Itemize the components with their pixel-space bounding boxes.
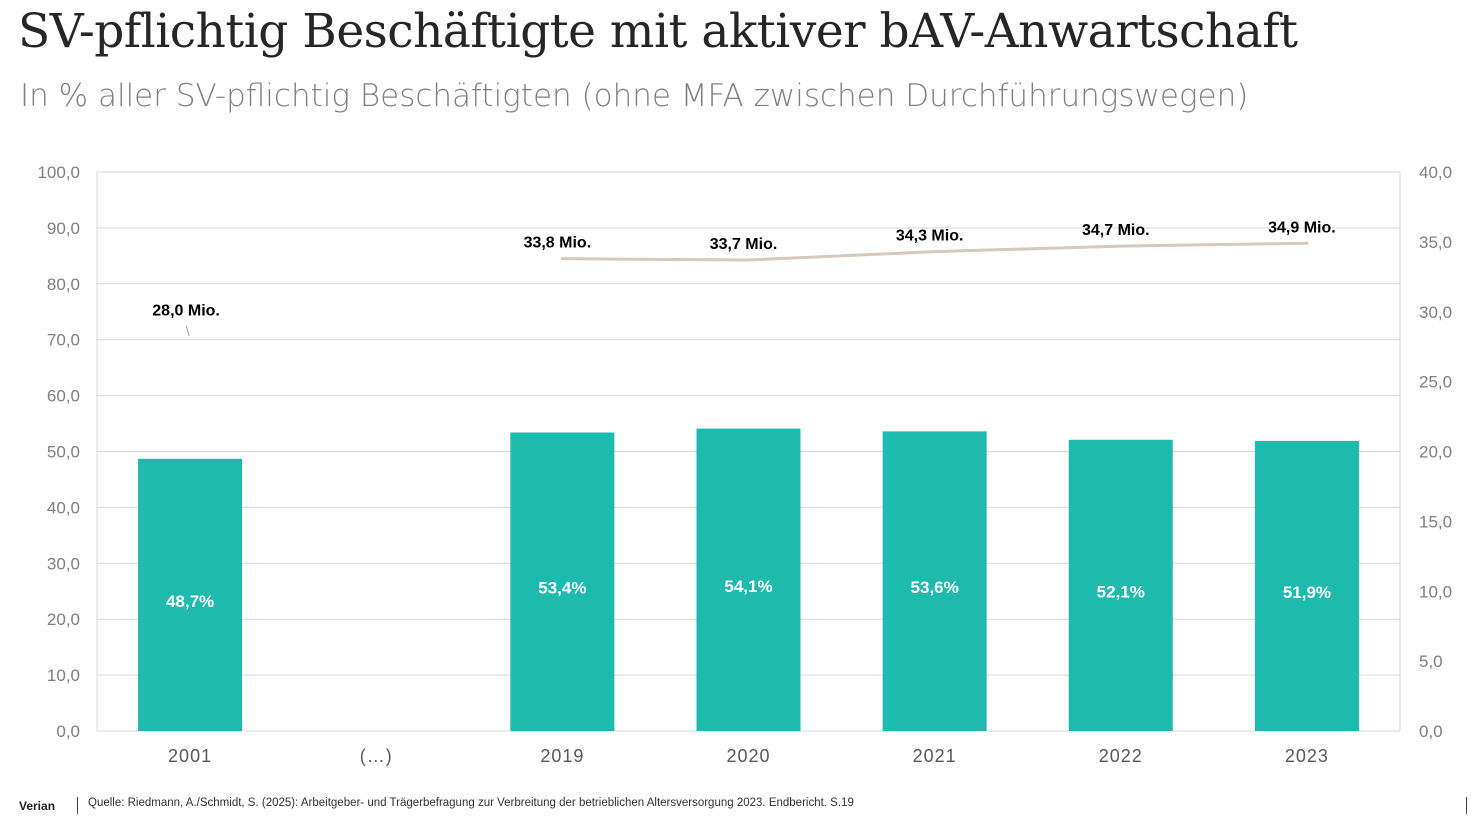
y-left-tick-label: 80,0 (47, 275, 80, 294)
bar (1254, 440, 1359, 731)
y-left-tick-label: 30,0 (47, 554, 80, 573)
y-right-tick-label: 15,0 (1419, 512, 1452, 531)
y-right-tick-label: 10,0 (1419, 582, 1452, 601)
y-left-tick-label: 90,0 (47, 219, 80, 238)
bar-data-label: 53,6% (911, 578, 959, 597)
line-data-label: 33,7 Mio. (710, 236, 778, 253)
bar-line-chart: 0,0 10,0 20,0 30,0 40,0 50,0 60,0 70,0 80,0 90,0 1… (37, 163, 1452, 766)
y-left-tick-label: 70,0 (47, 331, 80, 350)
x-tick-label: (…) (360, 746, 393, 766)
y-right-tick-label: 40,0 (1419, 163, 1452, 182)
bar (1068, 439, 1173, 731)
y-left-tick-label: 20,0 (47, 610, 80, 629)
bar (138, 458, 243, 731)
chart-subtitle: In % aller SV-pflichtig Beschäftigten (o… (20, 78, 1249, 114)
y-right-tick-label: 25,0 (1419, 373, 1452, 392)
footer-end-divider (1466, 797, 1467, 814)
y-right-tick-label: 5,0 (1419, 652, 1443, 671)
y-left-tick-label: 10,0 (47, 666, 80, 685)
y-left-tick-label: 50,0 (47, 443, 80, 462)
bar-data-label: 53,4% (538, 579, 586, 598)
x-tick-label: 2023 (1285, 746, 1329, 766)
x-tick-label: 2022 (1099, 746, 1143, 766)
source-note: Quelle: Riedmann, A./Schmidt, S. (2025):… (88, 797, 854, 809)
chart-title: SV-pflichtig Beschäftigte mit aktiver bA… (18, 4, 1298, 59)
bar (882, 431, 987, 731)
x-tick-label: 2019 (540, 746, 584, 766)
bar-data-label: 54,1% (724, 577, 772, 596)
footer-divider (77, 797, 78, 814)
brand-logo-text: Verian (19, 799, 56, 813)
line-series (560, 241, 1309, 262)
line-data-label: 28,0 Mio. (152, 303, 220, 320)
y-right-tick-label: 0,0 (1419, 722, 1443, 741)
bar-data-label: 48,7% (166, 592, 214, 611)
bar (510, 432, 615, 731)
x-tick-label: 2020 (726, 746, 770, 766)
label-leader-line (185, 325, 190, 336)
y-left-tick-label: 100,0 (37, 163, 80, 182)
y-right-tick-label: 35,0 (1419, 233, 1452, 252)
x-tick-label: 2001 (168, 746, 212, 766)
line-data-label: 33,8 Mio. (524, 235, 592, 252)
line-data-label: 34,9 Mio. (1268, 219, 1336, 236)
line-data-label: 34,7 Mio. (1082, 222, 1150, 239)
bar-data-label: 52,1% (1097, 582, 1145, 601)
y-right-tick-label: 20,0 (1419, 443, 1452, 462)
line-data-label: 34,3 Mio. (896, 228, 964, 245)
y-left-tick-label: 40,0 (47, 498, 80, 517)
y-left-tick-label: 60,0 (47, 387, 80, 406)
y-left-tick-label: 0,0 (56, 722, 80, 741)
bar (696, 428, 801, 731)
y-right-tick-label: 30,0 (1419, 303, 1452, 322)
bar-data-label: 51,9% (1283, 583, 1331, 602)
x-tick-label: 2021 (913, 746, 957, 766)
